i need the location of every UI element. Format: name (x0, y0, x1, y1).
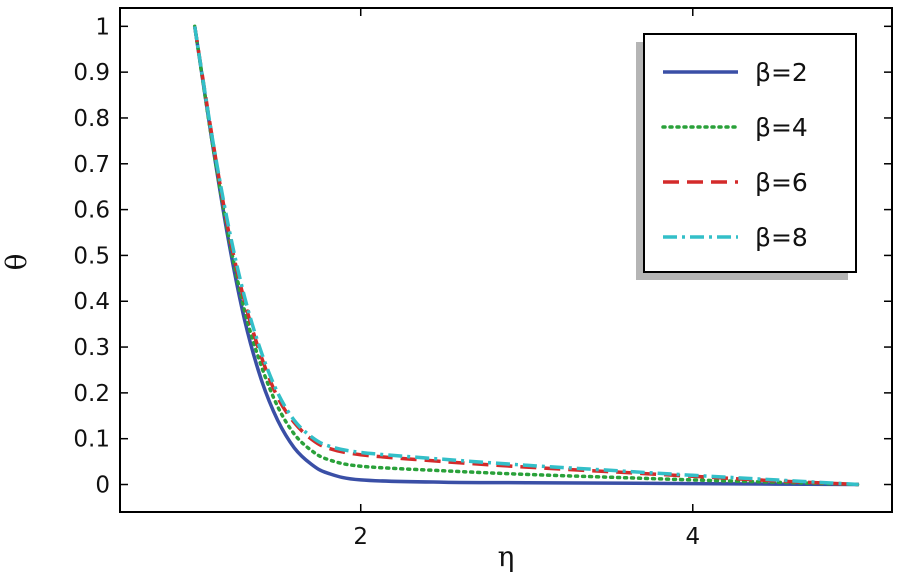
y-tick-label: 0 (95, 473, 110, 499)
legend-label-1: β=2 (755, 58, 808, 87)
y-tick-label: 0.9 (73, 60, 110, 86)
y-tick-label: 0.4 (73, 289, 110, 315)
y-tick-label: 0.7 (73, 152, 110, 178)
y-tick-label: 0.3 (73, 335, 110, 361)
plot-frame (119, 7, 893, 513)
series-line-4 (192, 26, 859, 487)
y-tick-label: 0.6 (73, 198, 110, 224)
series-lines (192, 24, 861, 487)
y-tick-label: 0.2 (73, 381, 110, 407)
y-tick-label: 0.5 (73, 243, 110, 269)
legend-items: β=2 β=4 β=6 β=8 (661, 58, 808, 252)
y-tick-label: 0.8 (73, 106, 110, 132)
y-tick-label: 1 (95, 14, 110, 40)
legend: β=2 β=4 β=6 β=8 (636, 33, 857, 280)
x-tick-label: 4 (685, 524, 700, 550)
axis-ticks: 0 0.1 0.2 0.3 0.4 0.5 0.6 0.7 0.8 0.9 1 2 4 (73, 8, 892, 550)
legend-label-4: β=8 (755, 223, 808, 252)
x-axis-title: η (498, 540, 515, 573)
series-line-2 (192, 24, 861, 487)
legend-label-2: β=4 (755, 113, 808, 142)
y-tick-label: 0.1 (73, 427, 110, 453)
legend-label-3: β=6 (755, 168, 808, 197)
x-tick-label: 2 (353, 524, 368, 550)
y-axis-title: θ (0, 254, 33, 271)
